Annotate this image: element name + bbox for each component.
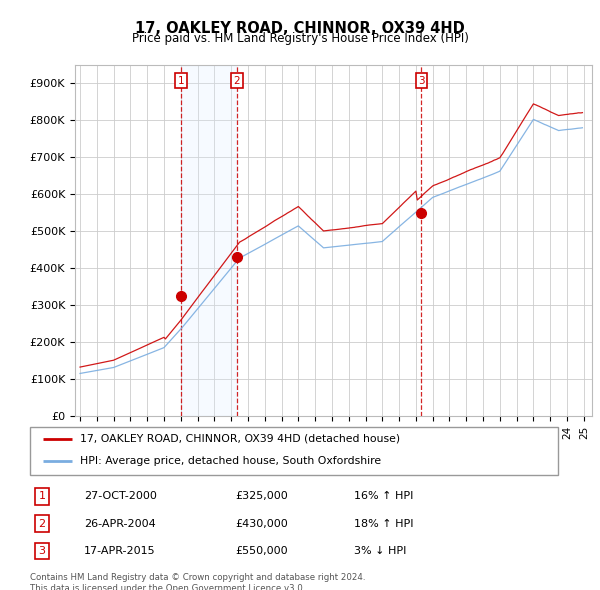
Text: 17, OAKLEY ROAD, CHINNOR, OX39 4HD: 17, OAKLEY ROAD, CHINNOR, OX39 4HD [135,21,465,35]
Text: 3: 3 [38,546,46,556]
Text: Contains HM Land Registry data © Crown copyright and database right 2024.
This d: Contains HM Land Registry data © Crown c… [30,573,365,590]
Text: 18% ↑ HPI: 18% ↑ HPI [354,519,413,529]
Text: 17, OAKLEY ROAD, CHINNOR, OX39 4HD (detached house): 17, OAKLEY ROAD, CHINNOR, OX39 4HD (deta… [80,434,400,444]
Text: £325,000: £325,000 [235,491,288,502]
Text: 17-APR-2015: 17-APR-2015 [84,546,155,556]
Text: 16% ↑ HPI: 16% ↑ HPI [354,491,413,502]
Text: 1: 1 [178,76,184,86]
Text: £430,000: £430,000 [235,519,288,529]
Text: 3% ↓ HPI: 3% ↓ HPI [354,546,406,556]
Text: HPI: Average price, detached house, South Oxfordshire: HPI: Average price, detached house, Sout… [80,457,381,467]
Bar [181,65,237,416]
Text: 2: 2 [233,76,240,86]
Text: £550,000: £550,000 [235,546,288,556]
FancyBboxPatch shape [30,427,558,475]
Text: Price paid vs. HM Land Registry's House Price Index (HPI): Price paid vs. HM Land Registry's House … [131,32,469,45]
Text: 26-APR-2004: 26-APR-2004 [84,519,156,529]
Text: 1: 1 [38,491,46,502]
Text: 3: 3 [418,76,425,86]
Text: 27-OCT-2000: 27-OCT-2000 [84,491,157,502]
Text: 2: 2 [38,519,46,529]
